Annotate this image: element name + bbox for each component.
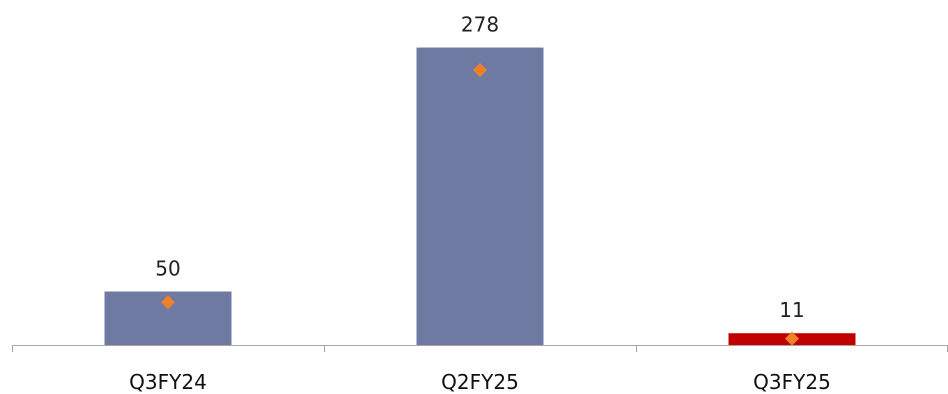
x-tick-label-q3fy25: Q3FY25 [753, 370, 831, 394]
x-tick-label-q2fy25: Q2FY25 [441, 370, 519, 394]
value-labels-layer: 50 278 11 [155, 13, 804, 323]
data-label-q2fy25: 278 [461, 13, 499, 37]
bar-q2fy25 [416, 47, 544, 345]
x-axis [12, 345, 948, 352]
marker-q3fy24 [161, 295, 175, 310]
x-axis-tick-labels: Q3FY24 Q2FY25 Q3FY25 [129, 370, 831, 394]
x-tick-label-q3fy24: Q3FY24 [129, 370, 207, 394]
marker-q3fy25 [785, 331, 799, 346]
markers-layer [161, 63, 799, 346]
data-label-q3fy25: 11 [779, 298, 804, 322]
data-label-q3fy24: 50 [155, 257, 180, 281]
bars-layer [104, 47, 856, 345]
marker-q2fy25 [473, 63, 487, 78]
